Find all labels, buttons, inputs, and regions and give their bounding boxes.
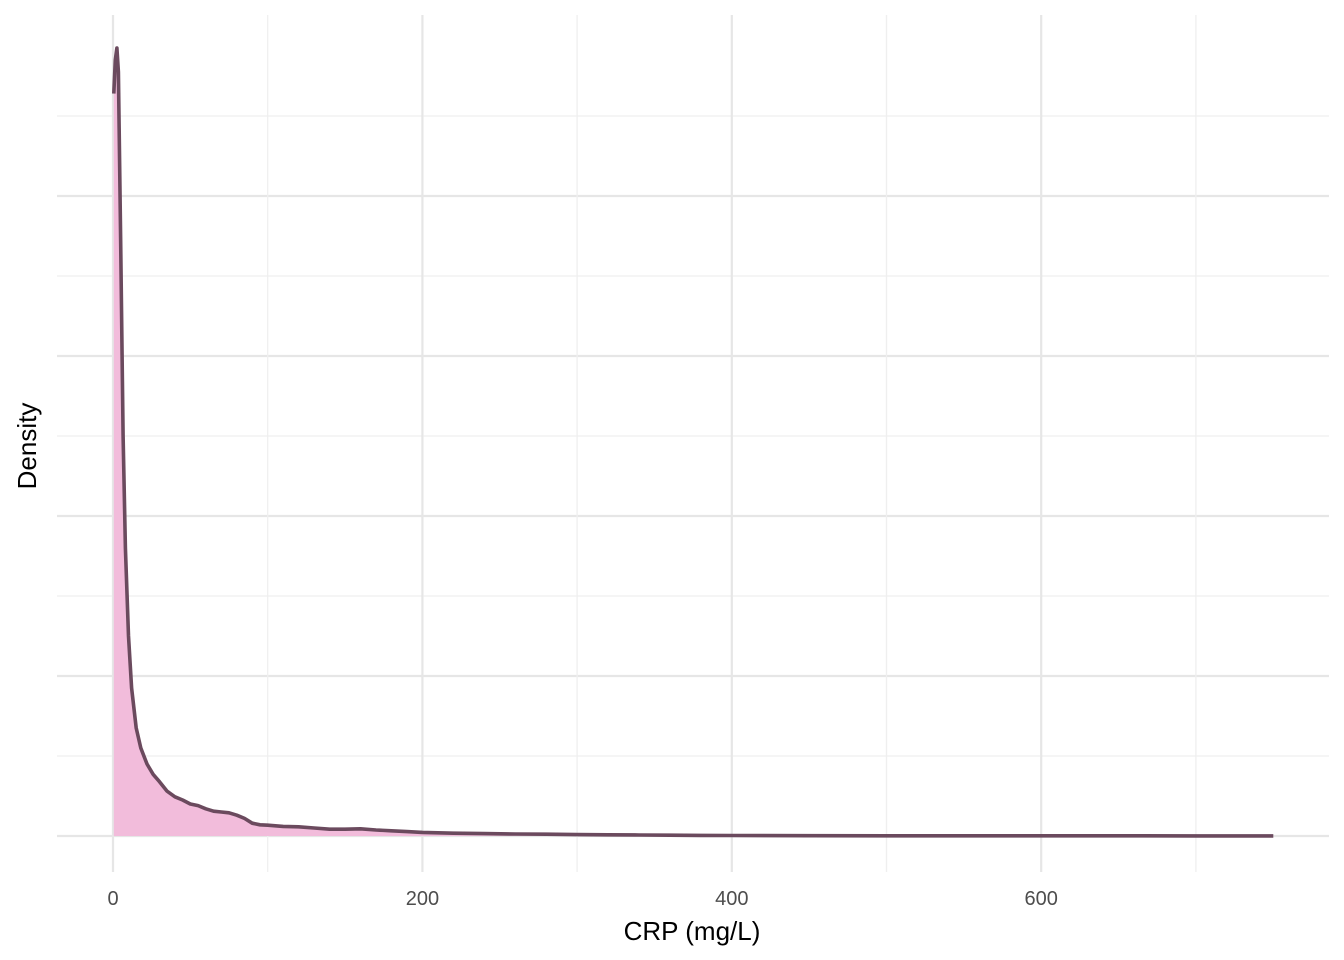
x-tick-label: 0 bbox=[107, 888, 118, 910]
density-line bbox=[112, 46, 1274, 838]
x-tick-label: 200 bbox=[406, 888, 439, 910]
x-tick-label: 400 bbox=[715, 888, 748, 910]
x-axis-title: CRP (mg/L) bbox=[624, 916, 761, 946]
grid bbox=[57, 15, 1329, 872]
x-tick-label: 600 bbox=[1025, 888, 1058, 910]
density-series bbox=[112, 46, 1274, 838]
y-axis-title: Density bbox=[12, 403, 42, 490]
density-area bbox=[113, 48, 1274, 836]
x-axis-ticks: 0 200 400 600 bbox=[107, 888, 1057, 910]
